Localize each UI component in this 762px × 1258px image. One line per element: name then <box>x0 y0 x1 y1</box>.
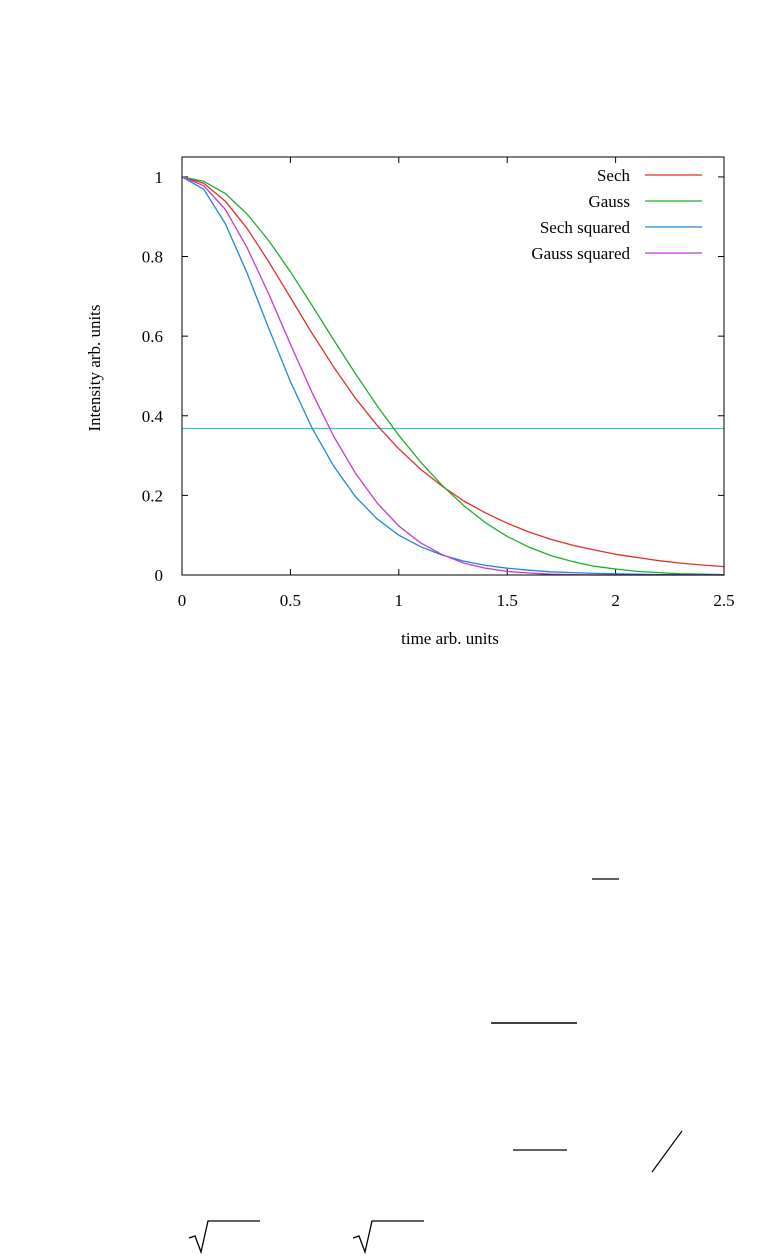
y-tick-label: 0.2 <box>142 486 163 505</box>
series-line <box>181 176 725 576</box>
legend-label: Sech squared <box>540 218 631 237</box>
series-line <box>181 176 725 576</box>
slash-mark <box>651 1130 683 1173</box>
legend: Sech Gauss Sech squared Gauss squared <box>531 166 702 263</box>
x-tick-label: 1 <box>395 591 404 610</box>
legend-label: Sech <box>597 166 631 185</box>
x-tick-label: 0.5 <box>280 591 301 610</box>
x-tick-label: 2 <box>611 591 620 610</box>
plot-frame <box>181 156 725 576</box>
series-line <box>181 176 725 568</box>
y-tick-label: 0.6 <box>142 327 163 346</box>
x-tick-labels: 0 0.5 1 1.5 2 2.5 <box>178 591 735 610</box>
chart: 0 0.5 1 1.5 2 2.5 00.20.40.60.81 SechGaussSec… <box>85 156 735 648</box>
radical-sign <box>352 1220 424 1255</box>
x-tick-label: 1.5 <box>497 591 518 610</box>
y-tick-label: 1 <box>155 168 164 187</box>
x-tick-label: 2.5 <box>713 591 734 610</box>
legend-label: Gauss squared <box>531 244 630 263</box>
y-tick-label: 0 <box>155 566 164 585</box>
y-tick-label: 0.8 <box>142 248 163 267</box>
x-axis-label: time arb. units <box>401 629 499 648</box>
y-tick-label: 0.4 <box>142 407 164 426</box>
y-axis-label: Intensity arb. units <box>85 304 104 431</box>
radical-sign <box>188 1220 260 1255</box>
x-tick-label: 0 <box>178 591 187 610</box>
y-tick-labels: 0 0.2 0.4 0.6 0.8 1 <box>142 168 164 585</box>
legend-label: Gauss <box>588 192 630 211</box>
